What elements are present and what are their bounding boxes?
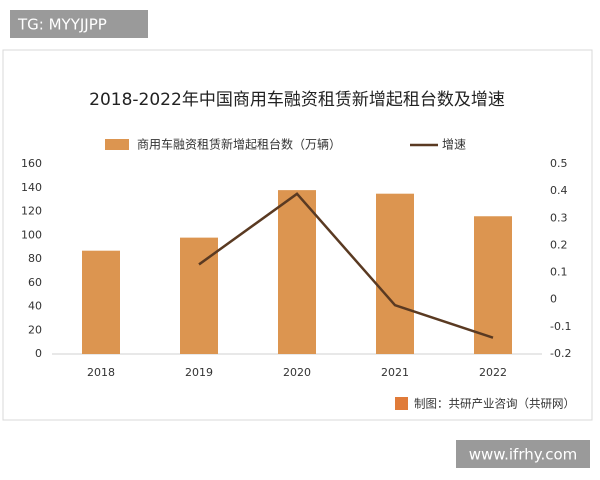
- bar: [474, 216, 512, 354]
- x-tick-label: 2019: [185, 366, 213, 379]
- tag-text: TG: MYYJJPP: [17, 16, 107, 34]
- y-tick-label: 0: [35, 347, 42, 360]
- legend-label: 商用车融资租赁新增起租台数（万辆）: [137, 137, 341, 152]
- source: 制图：共研产业咨询（共研网）: [414, 397, 575, 411]
- y-tick-label: 80: [28, 252, 42, 265]
- legend-label: 增速: [442, 138, 466, 152]
- y2-tick-label: 0.4: [550, 184, 568, 197]
- y2-tick-label: 0.2: [550, 238, 568, 251]
- y-tick-label: 120: [21, 205, 42, 218]
- y2-tick-label: 0: [550, 293, 557, 306]
- y-tick-label: 100: [21, 228, 42, 241]
- y2-tick-label: -0.2: [550, 347, 571, 360]
- y-tick-label: 60: [28, 276, 42, 289]
- legend-swatch: [105, 139, 129, 150]
- bar: [376, 193, 414, 354]
- line: [198, 192, 494, 339]
- x-tick-label: 2020: [283, 366, 311, 379]
- y2-tick-label: 0.3: [550, 211, 568, 224]
- site-box: [456, 440, 590, 468]
- y-tick-label: 40: [28, 300, 42, 313]
- site-text: www.ifrhy.com: [469, 446, 578, 464]
- y2-tick-label: 0.5: [550, 157, 568, 170]
- x-tick-label: 2022: [479, 366, 507, 379]
- bar: [82, 250, 120, 354]
- x-tick-label: 2021: [381, 366, 409, 379]
- source-icon: [395, 397, 408, 410]
- bar: [180, 237, 218, 354]
- chart-title: 2018-2022年中国商用车融资租赁新增起租台数及增速: [89, 90, 505, 110]
- y-tick-label: 140: [21, 181, 42, 194]
- y-tick-label: 160: [21, 157, 42, 170]
- tag-box: [10, 10, 148, 38]
- bar: [278, 190, 316, 354]
- y2-tick-label: 0.1: [550, 266, 568, 279]
- y2-tick-label: -0.1: [550, 320, 571, 333]
- x-tick-label: 2018: [87, 366, 115, 379]
- y-tick-label: 20: [28, 323, 42, 336]
